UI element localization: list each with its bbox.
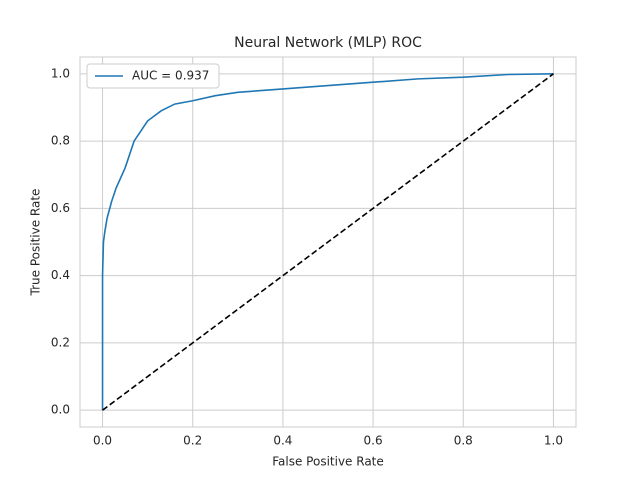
x-tick-label: 0.8 xyxy=(454,434,473,448)
plot-frame xyxy=(79,56,577,428)
y-tick-label: 0.6 xyxy=(51,201,70,215)
y-tick-label: 0.4 xyxy=(51,268,70,282)
series-line xyxy=(101,73,554,411)
y-tick-label: 0.2 xyxy=(51,335,70,349)
chart-title: Neural Network (MLP) ROC xyxy=(234,35,422,51)
y-tick-label: 1.0 xyxy=(51,66,70,80)
y-tick-label: 0.8 xyxy=(51,134,70,148)
x-tick-label: 0.2 xyxy=(183,434,202,448)
legend-box xyxy=(86,63,220,89)
x-axis-label: False Positive Rate xyxy=(272,455,384,469)
x-tick-label: 0.0 xyxy=(93,434,112,448)
x-tick-label: 1.0 xyxy=(544,434,563,448)
y-tick-label: 0.0 xyxy=(51,403,70,417)
y-axis-label: True Positive Rate xyxy=(29,189,43,297)
x-tick-label: 0.6 xyxy=(364,434,383,448)
legend-label: AUC = 0.937 xyxy=(132,69,209,83)
x-tick-label: 0.4 xyxy=(273,434,292,448)
series-line xyxy=(102,73,554,411)
